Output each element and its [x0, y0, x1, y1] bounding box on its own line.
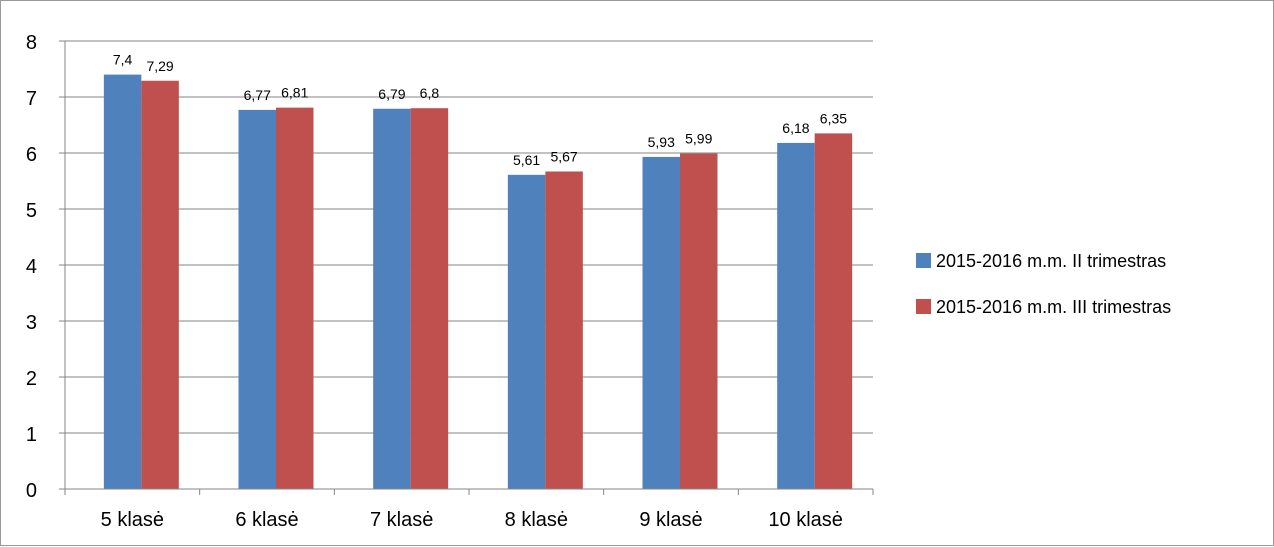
bar-series-2-6	[814, 133, 853, 489]
x-tick-label: 7 klasė	[370, 509, 433, 531]
legend-entry-2: 2015-2016 m.m. III trimestras	[936, 297, 1171, 317]
bar-series-2-1	[141, 80, 179, 489]
bar-series-1-3	[373, 108, 411, 489]
data-label: 6,18	[782, 120, 809, 136]
bar-series-2-3	[410, 108, 449, 489]
data-label: 7,4	[113, 52, 133, 68]
x-tick-label: 6 klasė	[235, 509, 298, 531]
bar-series-1-6	[777, 142, 815, 490]
bar-series-2-4	[545, 171, 583, 490]
data-label: 6,35	[820, 110, 847, 126]
bar-series-1-5	[642, 156, 680, 490]
y-tick-label: 7	[26, 88, 37, 110]
y-tick-label: 1	[26, 424, 37, 446]
x-tick-label: 9 klasė	[639, 509, 702, 531]
data-label: 5,67	[550, 148, 577, 164]
x-tick-label: 5 klasė	[101, 509, 164, 531]
grid-lines	[65, 40, 873, 434]
y-tick-label: 0	[26, 480, 37, 502]
y-tick-label: 8	[26, 32, 37, 54]
x-tick-label: 10 klasė	[768, 509, 843, 531]
legend-entry-1: 2015-2016 m.m. II trimestras	[936, 251, 1166, 271]
data-label: 5,99	[685, 131, 712, 147]
bar-series-1-1	[103, 74, 142, 489]
axes: 0 1 2 3 4 5 6 7 8 5 klasė 6 klasė 7 klasė 8 klasė 9 k…	[26, 32, 874, 531]
bar-series-1-4	[507, 174, 546, 489]
bar-series-1-2	[238, 109, 276, 489]
data-label: 5,61	[513, 152, 540, 168]
y-tick-label: 6	[26, 144, 37, 166]
y-tick-label: 2	[26, 368, 37, 390]
y-tick-label: 3	[26, 312, 37, 334]
data-label: 6,8	[420, 85, 440, 101]
data-label: 6,81	[281, 85, 308, 101]
bars	[103, 74, 853, 490]
y-tick-label: 5	[26, 200, 37, 222]
legend-swatch-2	[916, 299, 931, 314]
legend-swatch-1	[916, 253, 931, 268]
data-labels: 7,4 6,77 6,79 5,61 5,93 6,18 7,29 6,81 6,8 5,67 5,…	[113, 52, 847, 168]
bar-series-2-5	[680, 153, 718, 489]
legend: 2015-2016 m.m. II trimestras 2015-2016 m.…	[916, 251, 1171, 317]
x-tick-label: 8 klasė	[505, 509, 568, 531]
data-label: 7,29	[146, 58, 173, 74]
bar-series-2-2	[276, 107, 314, 489]
data-label: 6,79	[378, 86, 405, 102]
data-label: 5,93	[648, 134, 675, 150]
data-label: 6,77	[244, 87, 271, 103]
y-tick-label: 4	[26, 256, 37, 278]
